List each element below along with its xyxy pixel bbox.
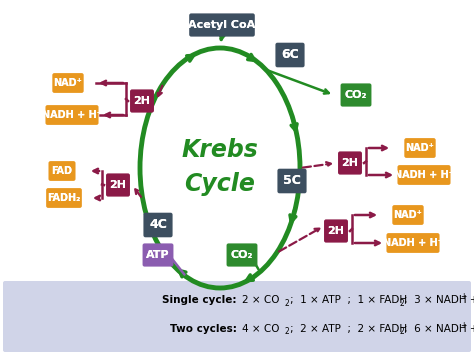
FancyBboxPatch shape [277,169,307,193]
Text: 2: 2 [285,299,290,307]
Text: Two cycles:: Two cycles: [170,324,237,334]
Text: NAD⁺: NAD⁺ [406,143,435,153]
Text: 6C: 6C [281,48,299,61]
FancyBboxPatch shape [46,188,82,208]
FancyBboxPatch shape [386,233,439,253]
Text: 2H: 2H [134,96,151,106]
Text: CO₂: CO₂ [345,90,367,100]
FancyBboxPatch shape [130,89,154,113]
Text: 2H: 2H [341,158,358,168]
FancyBboxPatch shape [52,73,84,93]
Text: 5C: 5C [283,174,301,187]
Text: ;  6 × NADH + H: ; 6 × NADH + H [404,324,474,334]
Text: CO₂: CO₂ [345,90,367,100]
Text: 2H: 2H [134,96,151,106]
Text: 2H: 2H [328,226,345,236]
Text: NAD⁺: NAD⁺ [54,78,82,88]
Text: NADH + H⁺: NADH + H⁺ [383,238,443,248]
Text: FADH₂: FADH₂ [47,193,81,203]
Text: +: + [460,292,466,301]
FancyBboxPatch shape [227,244,257,267]
FancyBboxPatch shape [324,220,348,243]
Text: 2H: 2H [341,158,358,168]
FancyBboxPatch shape [275,43,305,67]
FancyBboxPatch shape [143,244,173,267]
Text: FAD: FAD [52,166,73,176]
Text: 2H: 2H [109,180,127,190]
FancyBboxPatch shape [144,213,173,237]
Text: 2: 2 [400,299,405,307]
FancyBboxPatch shape [392,205,424,225]
Text: 4C: 4C [149,219,167,232]
FancyBboxPatch shape [48,161,75,181]
FancyBboxPatch shape [3,281,471,352]
Text: NADH + H⁺: NADH + H⁺ [394,170,454,180]
FancyBboxPatch shape [338,151,362,175]
Text: 6C: 6C [281,48,299,61]
Text: NADH + H⁺: NADH + H⁺ [42,110,102,120]
Text: Acetyl CoA: Acetyl CoA [188,20,255,30]
FancyBboxPatch shape [398,165,450,185]
Text: ;  1 × ATP  ;  1 × FADH: ; 1 × ATP ; 1 × FADH [290,295,407,305]
Text: NADH + H⁺: NADH + H⁺ [394,170,454,180]
Text: ;  2 × ATP  ;  2 × FADH: ; 2 × ATP ; 2 × FADH [290,324,407,334]
Text: Acetyl CoA: Acetyl CoA [188,20,255,30]
Text: NAD⁺: NAD⁺ [406,143,435,153]
Text: NAD⁺: NAD⁺ [54,78,82,88]
Text: 2H: 2H [328,226,345,236]
Text: 4 × CO: 4 × CO [242,324,280,334]
Text: FAD: FAD [52,166,73,176]
FancyBboxPatch shape [106,173,130,197]
Text: FADH₂: FADH₂ [47,193,81,203]
Text: 5C: 5C [283,174,301,187]
Text: ATP: ATP [146,250,170,260]
Text: CO₂: CO₂ [231,250,253,260]
Text: 2 × CO: 2 × CO [242,295,280,305]
Text: NADH + H⁺: NADH + H⁺ [383,238,443,248]
Text: NAD⁺: NAD⁺ [393,210,422,220]
FancyBboxPatch shape [46,105,99,125]
Text: Krebs: Krebs [182,138,258,162]
FancyBboxPatch shape [404,138,436,158]
Text: ;  3 × NADH + H: ; 3 × NADH + H [404,295,474,305]
Text: +: + [460,321,466,330]
FancyBboxPatch shape [189,13,255,37]
Text: Single cycle:: Single cycle: [163,295,237,305]
Text: NAD⁺: NAD⁺ [393,210,422,220]
Text: CO₂: CO₂ [231,250,253,260]
Text: 2: 2 [285,328,290,336]
Text: 2H: 2H [109,180,127,190]
Text: 2: 2 [400,328,405,336]
Text: 4C: 4C [149,219,167,232]
Text: Cycle: Cycle [184,172,255,196]
Text: NADH + H⁺: NADH + H⁺ [42,110,102,120]
FancyBboxPatch shape [340,83,372,107]
Text: ATP: ATP [146,250,170,260]
